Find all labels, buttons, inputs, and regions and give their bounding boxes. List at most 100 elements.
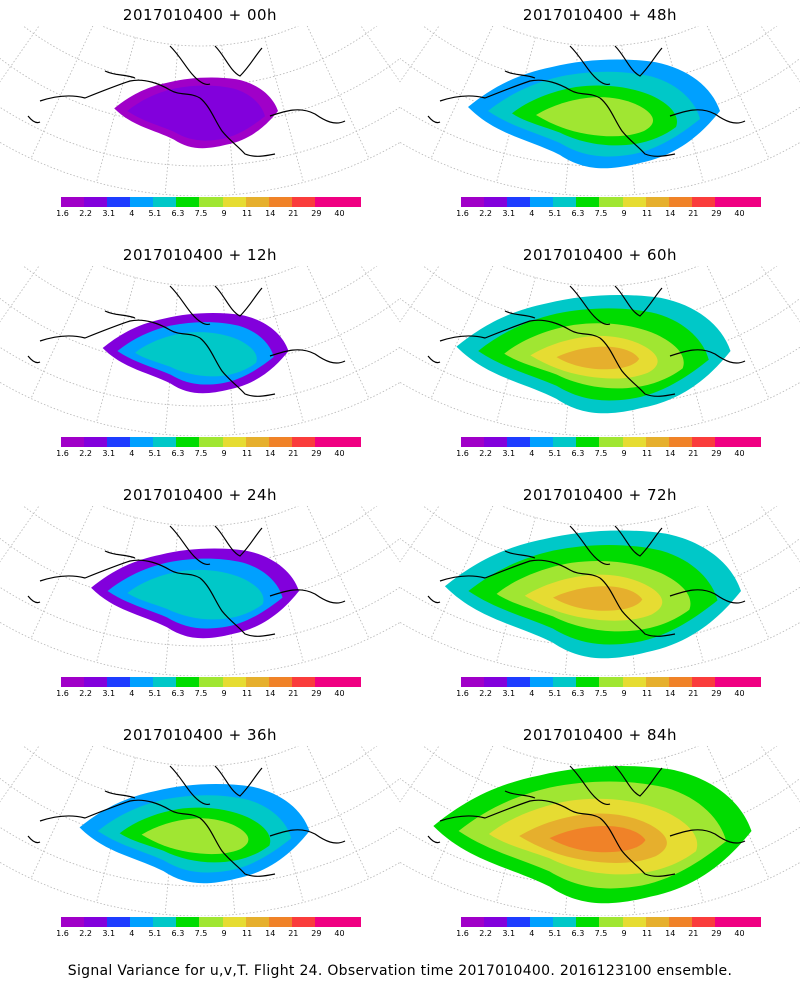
colorbar-swatch (484, 677, 508, 687)
colorbar-tick-label: 4 (129, 209, 135, 218)
panel-title: 2017010400 + 12h (122, 246, 278, 264)
colorbar-tick-label: 29 (711, 209, 722, 218)
colorbar-swatch (714, 677, 738, 687)
colorbar-tick-label: 40 (334, 449, 345, 458)
panel-title: 2017010400 + 72h (522, 486, 678, 504)
lat-lon-grid (0, 26, 400, 196)
colorbar-tick-label: 5.1 (548, 689, 562, 698)
colorbar-tick-label: 6.3 (571, 689, 585, 698)
colorbar-swatch (314, 437, 338, 447)
variance-field (102, 313, 289, 394)
colorbar-swatch (691, 917, 715, 927)
colorbar-ticks: 1.6 2.2 3.1 4 5.1 6.3 7.5 9 11 14 21 29 40 (56, 689, 361, 699)
colorbar-tick-label: 2.2 (479, 209, 492, 218)
variance-contour (553, 586, 643, 611)
colorbar (61, 917, 362, 927)
colorbar-swatch (530, 197, 554, 207)
colorbar-swatch (176, 437, 200, 447)
colorbar-tick-label: 7.5 (594, 209, 608, 218)
colorbar-tick-label: 2.2 (479, 689, 492, 698)
colorbar-swatch (176, 197, 200, 207)
colorbar-swatch (245, 917, 269, 927)
polar-map (400, 746, 800, 916)
colorbar-swatch (714, 917, 738, 927)
colorbar-swatch (668, 917, 692, 927)
coastlines (427, 45, 746, 157)
colorbar-swatch (691, 197, 715, 207)
variance-contour (127, 85, 265, 141)
colorbar-tick-label: 2.2 (79, 689, 92, 698)
colorbar-swatch (714, 197, 738, 207)
colorbar-swatch (268, 197, 292, 207)
panel-title: 2017010400 + 36h (122, 726, 278, 744)
colorbar-swatch (222, 917, 246, 927)
colorbar-swatch (107, 917, 131, 927)
coastlines (27, 525, 346, 637)
forecast-panel: 2017010400 + 72h 1.6 2.2 3.1 4 5.1 6.3 7.5 9 11 14… (400, 480, 800, 725)
colorbar-tick-label: 6.3 (171, 209, 185, 218)
colorbar-tick-label: 2.2 (79, 209, 92, 218)
colorbar-swatch (668, 677, 692, 687)
colorbar-tick-label: 40 (334, 929, 345, 938)
colorbar-tick-label: 21 (288, 209, 299, 218)
panel-title: 2017010400 + 24h (122, 486, 278, 504)
colorbar-swatch (107, 677, 131, 687)
colorbar-tick-label: 4 (129, 689, 135, 698)
colorbar-swatch (461, 677, 485, 687)
colorbar-tick-label: 7.5 (194, 209, 208, 218)
colorbar-tick-label: 9 (221, 449, 227, 458)
polar-map (0, 746, 400, 916)
colorbar-tick-label: 4 (529, 689, 535, 698)
forecast-panel: 2017010400 + 12h 1.6 2.2 3.1 4 5.1 6.3 7.5 9 11 14… (0, 240, 400, 485)
colorbar-tick-label: 29 (311, 929, 322, 938)
colorbar-tick-label: 7.5 (594, 449, 608, 458)
colorbar-tick-label: 40 (734, 929, 745, 938)
colorbar-swatch (691, 437, 715, 447)
colorbar-swatch (245, 677, 269, 687)
panel-title: 2017010400 + 00h (122, 6, 278, 24)
colorbar-tick-label: 29 (711, 929, 722, 938)
colorbar-ticks: 1.6 2.2 3.1 4 5.1 6.3 7.5 9 11 14 21 29 40 (456, 929, 761, 939)
colorbar-swatch (61, 677, 85, 687)
colorbar-tick-label: 5.1 (548, 209, 562, 218)
coastlines (27, 765, 346, 877)
polar-map (0, 506, 400, 676)
colorbar-tick-label: 3.1 (102, 689, 116, 698)
colorbar-swatch (484, 437, 508, 447)
colorbar-tick-label: 4 (529, 449, 535, 458)
variance-field (91, 548, 299, 639)
coastlines (27, 285, 346, 397)
colorbar-tick-label: 40 (734, 209, 745, 218)
forecast-panel: 2017010400 + 60h 1.6 2.2 3.1 4 5.1 6.3 7.5 9 11 14… (400, 240, 800, 485)
variance-field (114, 77, 278, 149)
colorbar-tick-label: 40 (334, 689, 345, 698)
colorbar-swatch (199, 197, 223, 207)
colorbar-swatch (645, 917, 669, 927)
forecast-panel: 2017010400 + 48h 1.6 2.2 3.1 4 5.1 6.3 7.5 9 11 14… (400, 0, 800, 245)
colorbar-swatch (153, 677, 177, 687)
colorbar-tick-label: 1.6 (456, 449, 469, 458)
colorbar-tick-label: 9 (621, 689, 627, 698)
colorbar-tick-label: 21 (688, 929, 699, 938)
colorbar-tick-label: 4 (529, 929, 535, 938)
colorbar-swatch (461, 437, 485, 447)
colorbar-swatch (714, 437, 738, 447)
colorbar-swatch (153, 197, 177, 207)
variance-field (433, 765, 752, 904)
colorbar-swatch (222, 437, 246, 447)
variance-field (468, 59, 720, 169)
colorbar-swatch (245, 437, 269, 447)
colorbar-swatch (737, 197, 762, 207)
colorbar-tick-label: 6.3 (171, 929, 185, 938)
colorbar-ticks: 1.6 2.2 3.1 4 5.1 6.3 7.5 9 11 14 21 29 40 (56, 929, 361, 939)
variance-field (79, 784, 310, 884)
colorbar-tick-label: 1.6 (56, 209, 69, 218)
colorbar-tick-label: 1.6 (456, 689, 469, 698)
colorbar-swatch (314, 677, 338, 687)
colorbar-tick-label: 6.3 (571, 929, 585, 938)
polar-map (400, 266, 800, 436)
colorbar-tick-label: 5.1 (548, 449, 562, 458)
colorbar-tick-label: 9 (221, 689, 227, 698)
forecast-panel: 2017010400 + 24h 1.6 2.2 3.1 4 5.1 6.3 7.5 9 11 14… (0, 480, 400, 725)
colorbar-tick-label: 11 (642, 929, 653, 938)
